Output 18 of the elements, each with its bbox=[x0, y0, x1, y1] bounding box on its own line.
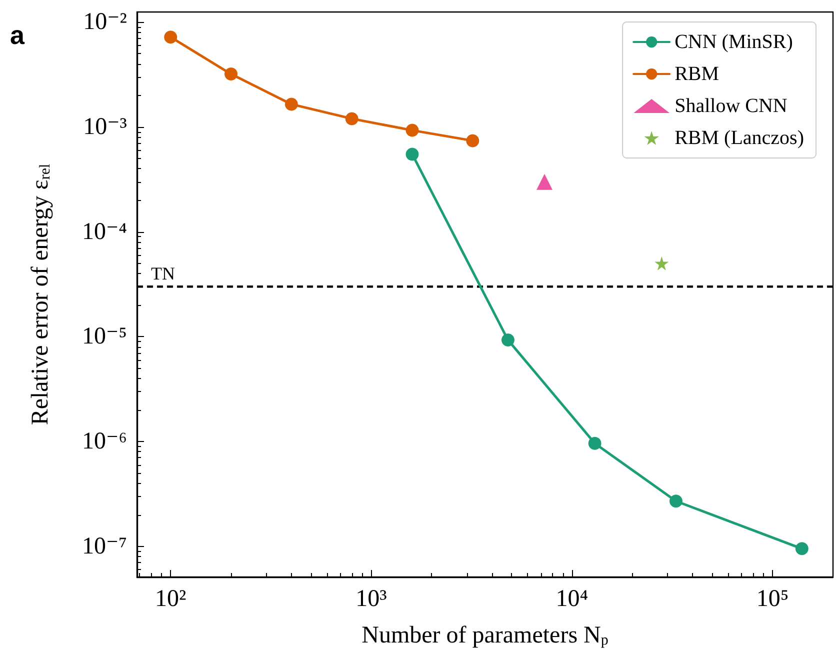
legend-label: RBM bbox=[674, 63, 720, 85]
y-tick-label: 10⁻³ bbox=[83, 114, 127, 140]
ref-line-label: TN bbox=[151, 264, 175, 284]
y-tick-label: 10⁻⁷ bbox=[82, 533, 127, 560]
y-tick-label: 10⁻⁶ bbox=[82, 428, 127, 455]
x-tick-label: 10³ bbox=[356, 586, 387, 612]
y-tick-label: 10⁻⁵ bbox=[82, 324, 127, 350]
y-axis-title: Relative error of energy εrel bbox=[28, 164, 54, 426]
y-tick-label: 10⁻² bbox=[83, 9, 127, 36]
legend-label: Shallow CNN bbox=[674, 95, 788, 117]
legend-label: RBM (Lanczos) bbox=[674, 127, 804, 149]
x-tick-label: 10⁴ bbox=[556, 586, 588, 612]
y-tick-label: 10⁻⁴ bbox=[82, 218, 127, 245]
x-tick-label: 10² bbox=[155, 586, 186, 612]
x-tick-label: 10⁵ bbox=[756, 586, 789, 612]
text: a bbox=[10, 20, 25, 50]
legend-label: CNN (MinSR) bbox=[674, 31, 793, 53]
x-axis-title: Number of parameters Np bbox=[362, 622, 608, 648]
